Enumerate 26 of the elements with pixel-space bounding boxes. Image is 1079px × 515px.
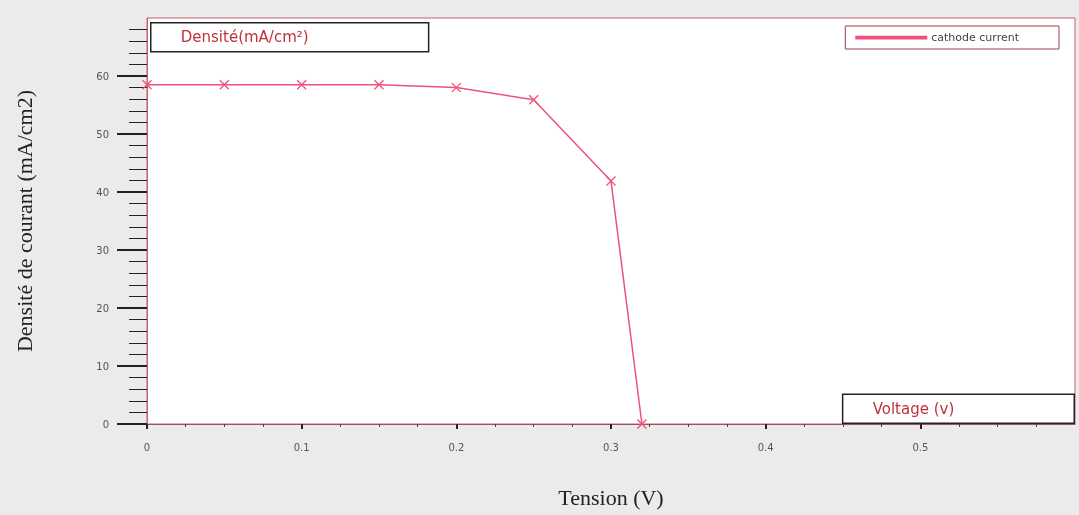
y-tick-label: 20 (96, 302, 109, 314)
point (605, 175, 617, 187)
x-tick-label: 0.1 (293, 441, 310, 453)
y-axis-title: Densité de courant (mA/cm2) (11, 89, 37, 353)
point (219, 79, 230, 90)
point (141, 79, 153, 90)
x-axis-title: Tension (V) (558, 484, 664, 510)
y-tick-label: 0 (102, 418, 109, 430)
x-tick-label: 0.2 (448, 441, 465, 453)
point (451, 82, 462, 93)
annotation: Voltage (v) (872, 399, 955, 418)
y-tick-label: 60 (96, 70, 109, 82)
annotation: Densité(mA/cm²) (180, 28, 309, 47)
y-tick-label: 50 (96, 128, 109, 140)
x-tick-label: 0.3 (603, 441, 619, 453)
point (636, 418, 648, 430)
point (373, 79, 385, 90)
y-tick-label: 10 (96, 360, 109, 372)
point (528, 94, 539, 105)
x-tick-label: 0.5 (912, 441, 929, 453)
y-tick-label: 40 (96, 186, 109, 198)
x-tick-label: 0 (143, 441, 151, 453)
text: cathode current (931, 31, 1020, 44)
x-tick-label: 0.4 (757, 441, 774, 453)
y-tick-label: 30 (96, 244, 109, 256)
point (296, 79, 307, 90)
